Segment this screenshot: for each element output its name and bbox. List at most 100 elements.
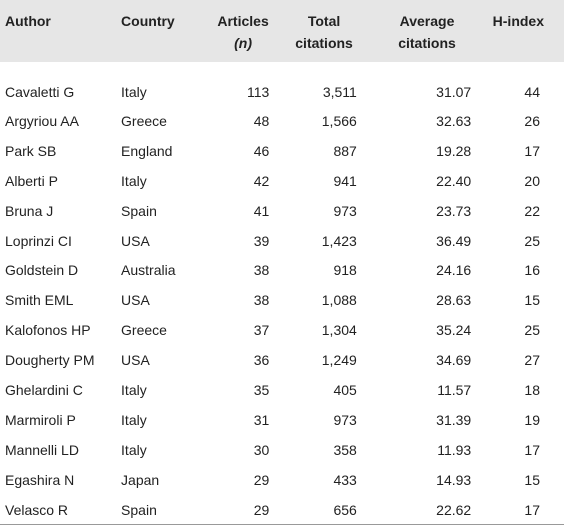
cell-articles: 35 bbox=[253, 381, 270, 398]
cell-total-citations: 1,304 bbox=[321, 322, 357, 339]
cell-author: Alberti P bbox=[5, 172, 58, 189]
header-row: Author Country Articles (n) Total citati… bbox=[0, 0, 564, 62]
cell-average-citations: 36.49 bbox=[436, 232, 472, 249]
cell-author: Ghelardini C bbox=[5, 381, 83, 398]
table-row: Mannelli LD Italy 30 358 11.93 17 bbox=[0, 435, 564, 465]
cell-total-citations: 973 bbox=[333, 202, 357, 219]
cell-average-citations: 22.62 bbox=[378, 494, 486, 526]
cell-country: Greece bbox=[121, 112, 167, 129]
cell-country: USA bbox=[121, 292, 150, 309]
cell-average-citations: 31.39 bbox=[436, 411, 472, 428]
cell-h-index: 44 bbox=[524, 84, 540, 100]
cell-author: Cavaletti G bbox=[5, 84, 75, 100]
cell-country: Greece bbox=[121, 322, 167, 339]
cell-articles: 31 bbox=[253, 411, 270, 428]
cell-articles: 48 bbox=[253, 112, 270, 129]
cell-h-index: 26 bbox=[524, 112, 540, 129]
cell-country: Italy bbox=[121, 172, 147, 189]
cell-h-index: 17 bbox=[485, 494, 564, 526]
header-articles-sub: (n) bbox=[234, 35, 252, 51]
cell-total-citations: 941 bbox=[333, 172, 357, 189]
table-row: Cavaletti G Italy 113 3,511 31.07 44 bbox=[0, 62, 564, 106]
cell-total-citations: 1,566 bbox=[321, 112, 357, 129]
cell-articles: 29 bbox=[212, 494, 288, 526]
header-total-citations: Total citations bbox=[295, 13, 353, 51]
table-header: Author Country Articles (n) Total citati… bbox=[0, 0, 564, 62]
cell-total-citations: 1,088 bbox=[321, 292, 357, 309]
cell-articles: 37 bbox=[253, 322, 270, 339]
cell-author: Argyriou AA bbox=[5, 112, 79, 129]
cell-average-citations: 34.69 bbox=[436, 352, 472, 369]
cell-h-index: 16 bbox=[524, 262, 540, 279]
cell-h-index: 18 bbox=[524, 381, 540, 398]
cell-author: Kalofonos HP bbox=[5, 322, 91, 339]
cell-h-index: 25 bbox=[524, 232, 540, 249]
cell-h-index: 19 bbox=[524, 411, 540, 428]
cell-country: USA bbox=[121, 352, 150, 369]
table-row: Egashira N Japan 29 433 14.93 15 bbox=[0, 465, 564, 495]
cell-articles: 39 bbox=[253, 232, 270, 249]
cell-h-index: 27 bbox=[524, 352, 540, 369]
cell-h-index: 22 bbox=[524, 202, 540, 219]
cell-author: Marmiroli P bbox=[5, 411, 76, 428]
header-average-citations: Average citations bbox=[398, 13, 456, 51]
cell-total-citations: 656 bbox=[287, 494, 379, 526]
cell-average-citations: 19.28 bbox=[436, 142, 472, 159]
cell-h-index: 17 bbox=[524, 441, 540, 458]
cell-average-citations: 22.40 bbox=[436, 172, 472, 189]
cell-country: Italy bbox=[121, 381, 147, 398]
cell-country: Italy bbox=[121, 441, 147, 458]
cell-author: Bruna J bbox=[5, 202, 54, 219]
cell-average-citations: 23.73 bbox=[436, 202, 472, 219]
cell-country: Spain bbox=[121, 202, 157, 219]
cell-author: Egashira N bbox=[5, 471, 75, 488]
cell-average-citations: 11.57 bbox=[437, 381, 472, 398]
table-row: Loprinzi CI USA 39 1,423 36.49 25 bbox=[0, 226, 564, 256]
cell-articles: 38 bbox=[253, 292, 270, 309]
cell-average-citations: 14.93 bbox=[436, 471, 472, 488]
cell-h-index: 20 bbox=[524, 172, 540, 189]
cell-country: England bbox=[121, 142, 173, 159]
cell-average-citations: 11.93 bbox=[437, 441, 472, 458]
table-row: Kalofonos HP Greece 37 1,304 35.24 25 bbox=[0, 315, 564, 345]
cell-author: Dougherty PM bbox=[5, 352, 95, 369]
cell-total-citations: 358 bbox=[333, 441, 357, 458]
cell-articles: 46 bbox=[253, 142, 270, 159]
cell-articles: 36 bbox=[253, 352, 270, 369]
cell-average-citations: 35.24 bbox=[436, 322, 472, 339]
cell-articles: 30 bbox=[253, 441, 270, 458]
header-articles: Articles (n) bbox=[213, 0, 287, 62]
cell-articles: 42 bbox=[253, 172, 270, 189]
cell-country: Japan bbox=[121, 471, 160, 488]
cell-articles: 113 bbox=[246, 84, 270, 100]
header-country: Country bbox=[121, 13, 175, 29]
header-author: Author bbox=[5, 13, 51, 29]
cell-author: Goldstein D bbox=[5, 262, 79, 279]
cell-total-citations: 918 bbox=[333, 262, 357, 279]
table-row: Velasco R Spain 29 656 22.62 17 bbox=[0, 494, 564, 526]
table-row: Park SB England 46 887 19.28 17 bbox=[0, 136, 564, 166]
cell-author: Smith EML bbox=[5, 292, 74, 309]
cell-average-citations: 32.63 bbox=[436, 112, 472, 129]
cell-h-index: 17 bbox=[524, 142, 540, 159]
cell-country: Australia bbox=[121, 262, 176, 279]
table-row: Goldstein D Australia 38 918 24.16 16 bbox=[0, 255, 564, 285]
cell-country: Italy bbox=[121, 411, 147, 428]
cell-author: Velasco R bbox=[0, 494, 118, 526]
cell-average-citations: 28.63 bbox=[436, 292, 472, 309]
cell-total-citations: 887 bbox=[333, 142, 357, 159]
table-row: Ghelardini C Italy 35 405 11.57 18 bbox=[0, 375, 564, 405]
cell-total-citations: 405 bbox=[333, 381, 357, 398]
cell-total-citations: 1,423 bbox=[321, 232, 357, 249]
cell-average-citations: 24.16 bbox=[436, 262, 472, 279]
cell-h-index: 25 bbox=[524, 322, 540, 339]
cell-total-citations: 433 bbox=[333, 471, 357, 488]
cell-total-citations: 3,511 bbox=[322, 84, 357, 100]
cell-author: Park SB bbox=[5, 142, 57, 159]
table-row: Argyriou AA Greece 48 1,566 32.63 26 bbox=[0, 106, 564, 136]
cell-country: USA bbox=[121, 232, 150, 249]
table-row: Dougherty PM USA 36 1,249 34.69 27 bbox=[0, 345, 564, 375]
table-row: Alberti P Italy 42 941 22.40 20 bbox=[0, 166, 564, 196]
cell-average-citations: 31.07 bbox=[436, 84, 472, 100]
